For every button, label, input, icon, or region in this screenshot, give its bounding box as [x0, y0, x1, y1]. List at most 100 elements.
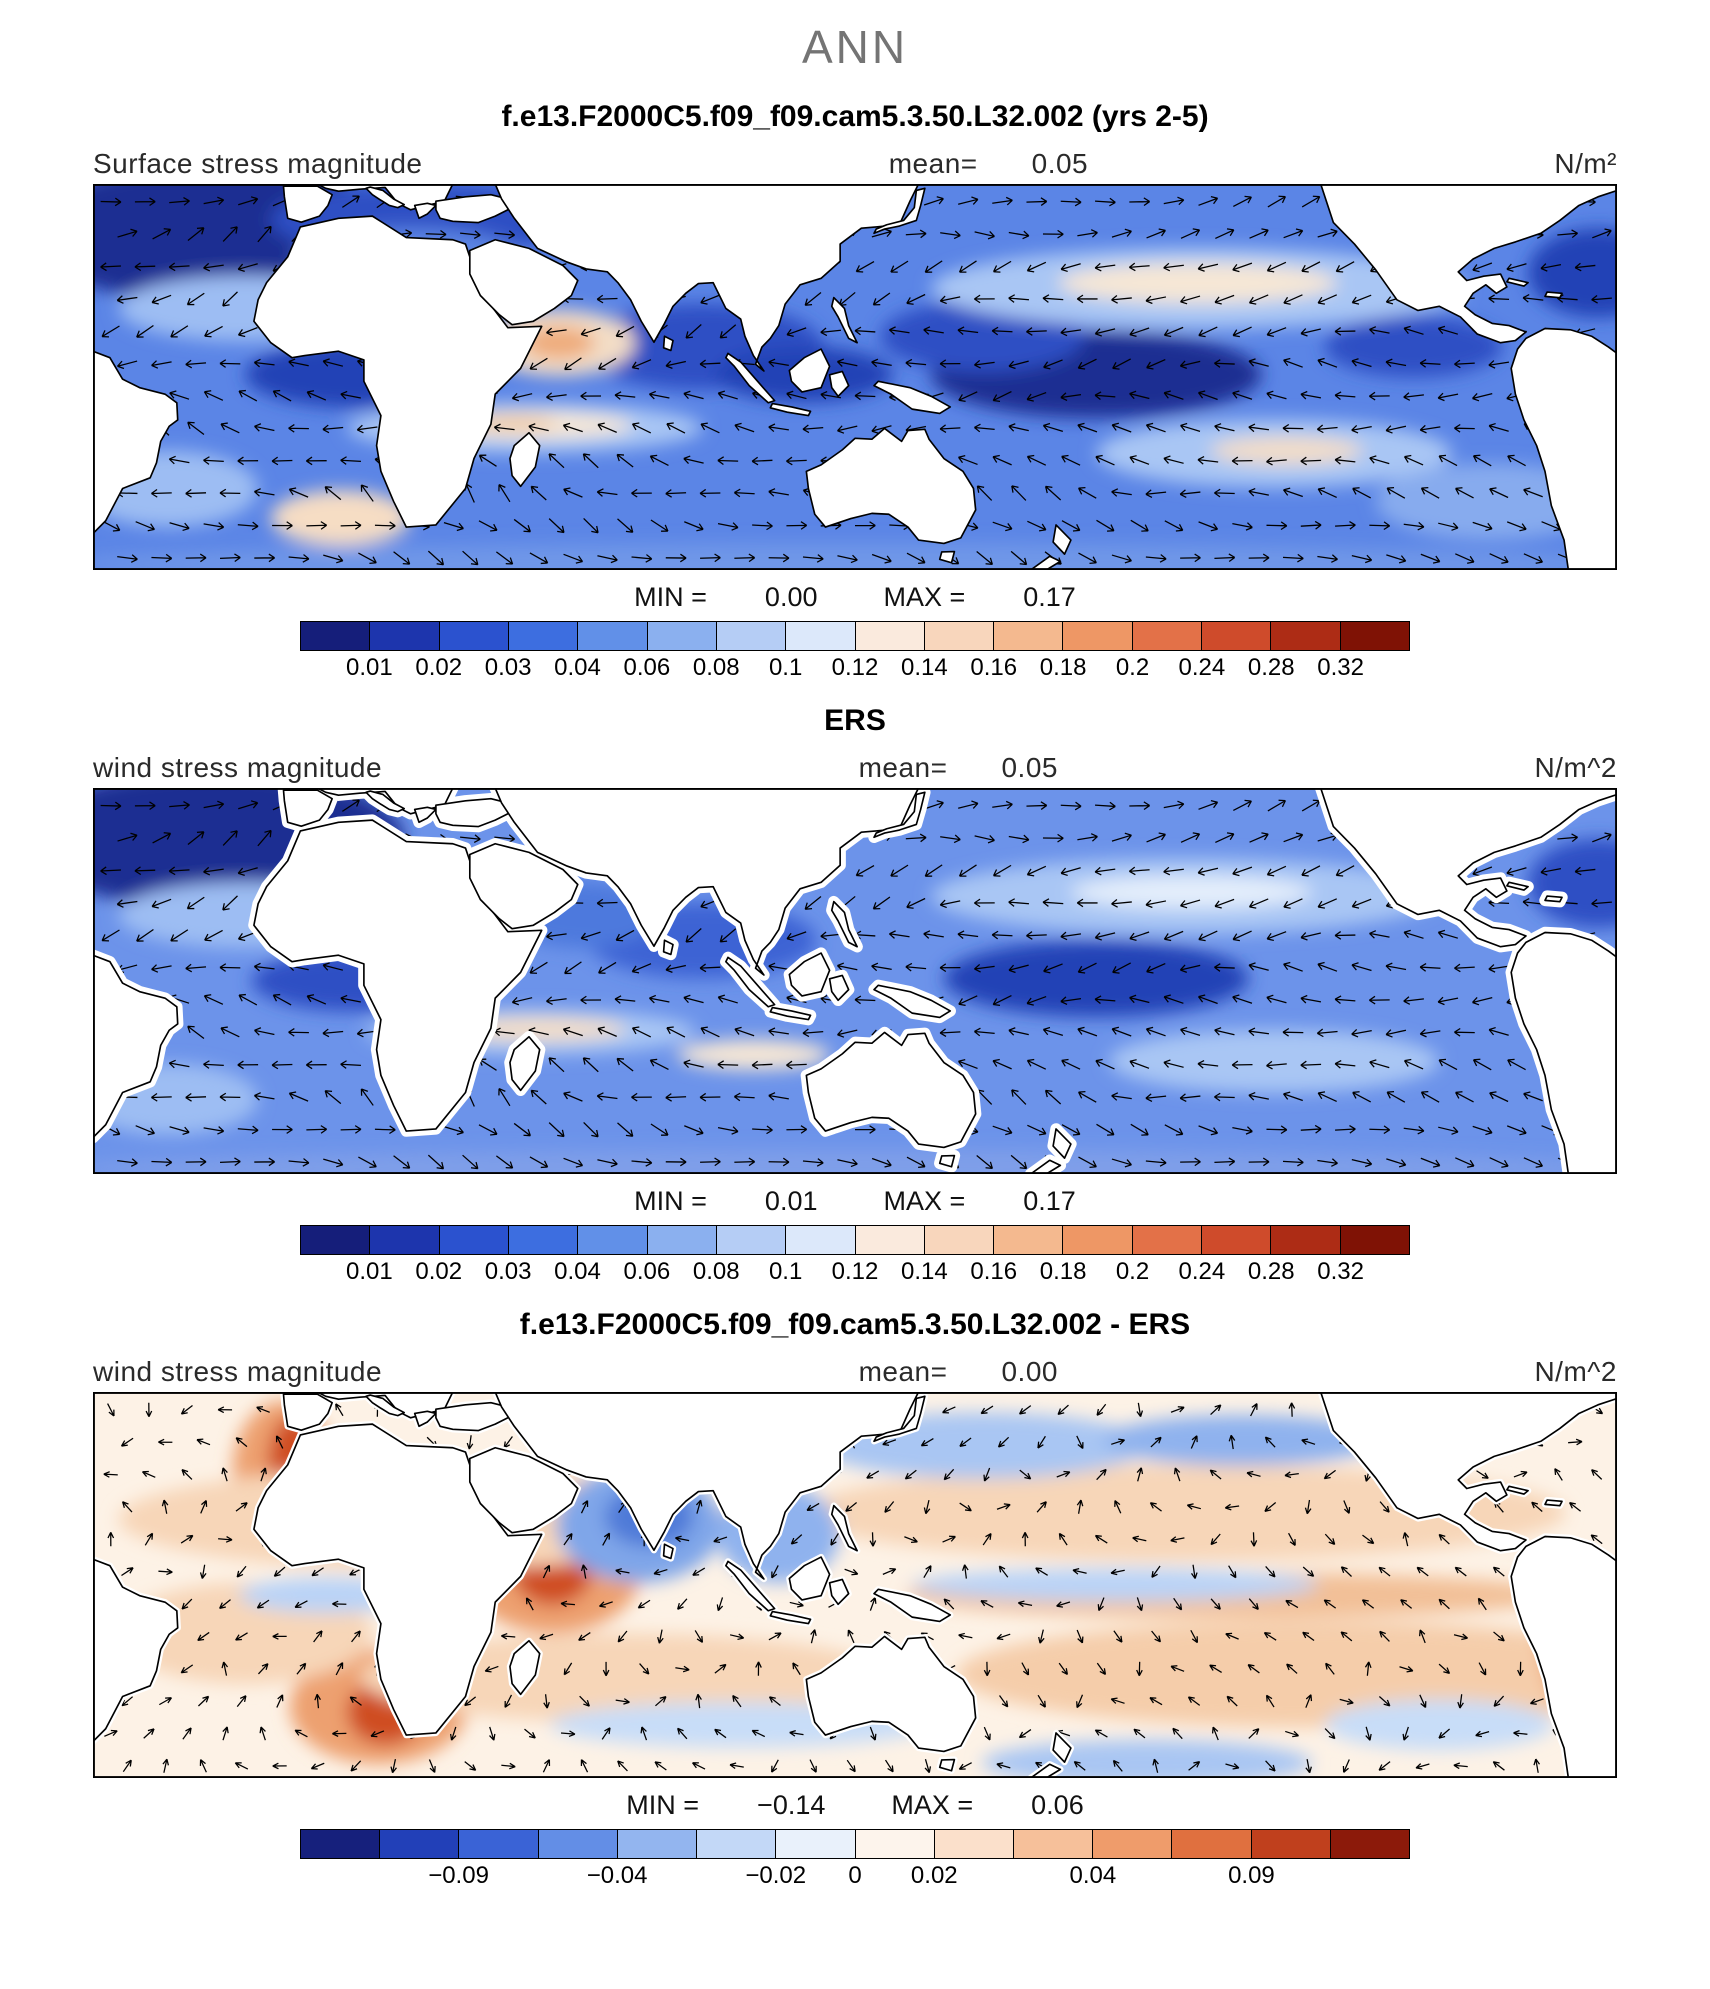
colorbar-tick-label: 0.01 [346, 654, 393, 681]
min-value: 0.01 [764, 1186, 818, 1216]
colorbar-tick-label: 0.12 [831, 654, 879, 681]
colorbar-cell [993, 622, 1063, 650]
colorbar-cell [646, 1226, 716, 1254]
mean-value: 0.05 [1031, 148, 1089, 179]
colorbar-cell [775, 1830, 855, 1858]
max-value: 0.17 [1023, 1186, 1076, 1216]
figure-title: ANN [801, 21, 909, 73]
colorbar-bar [300, 621, 1410, 651]
colorbar-tick-label: 0.04 [554, 654, 601, 681]
max-label: MAX = [891, 1790, 974, 1820]
mean-block: mean= 0.05 [889, 148, 1088, 180]
panel-ers: ERS wind stress magnitude mean= 0.05 N/m… [0, 704, 1710, 1290]
colorbar-cell [301, 622, 370, 650]
colorbar-stress-ers: 0.01 0.02 0.03 0.04 0.06 0.08 0.1 0.12 0.14 0.16 0… [300, 1225, 1410, 1290]
continents [93, 184, 1617, 570]
colorbar-tick-label: 0.16 [970, 654, 1018, 681]
colorbar-tick-label: 0.03 [484, 654, 532, 681]
colorbar-tick-label: 0.02 [415, 1258, 463, 1285]
colorbar-tick-label: −0.02 [745, 1862, 807, 1889]
colorbar-tick-labels: 0.01 0.02 0.03 0.04 0.06 0.08 0.1 0.12 0.14 0.16 0… [300, 654, 1410, 686]
colorbar-cell [577, 1226, 647, 1254]
mean-value: 0.05 [1001, 752, 1058, 783]
colorbar-tick-label: 0 [848, 1862, 862, 1889]
colorbar-tick-label: −0.04 [586, 1862, 648, 1889]
units-label: N/m² [1554, 148, 1617, 179]
ocean-field [93, 184, 1617, 570]
colorbar-tick-labels: −0.09 −0.04 −0.02 0 0.02 0.04 0.09 [300, 1862, 1410, 1894]
colorbar-cell [1131, 622, 1202, 650]
colorbar-tick-label: 0.04 [1069, 1862, 1117, 1889]
colorbar-cell [1012, 1830, 1093, 1858]
colorbar-cell [696, 1830, 776, 1858]
minmax-row: MIN = 0.00 MAX = 0.17 [0, 582, 1710, 613]
colorbar-cell [369, 622, 439, 650]
colorbar-stress-model: 0.01 0.02 0.03 0.04 0.06 0.08 0.1 0.12 0.14 0.16 0… [300, 621, 1410, 686]
colorbar-tick-label: 0.18 [1039, 1258, 1087, 1285]
colorbar-cell [854, 1830, 934, 1858]
colorbar-bar [300, 1225, 1410, 1255]
min-value: −0.14 [757, 1790, 826, 1820]
panel-diff-header-row: wind stress magnitude mean= 0.00 N/m^2 [93, 1356, 1617, 1388]
units-label: N/m^2 [1534, 752, 1617, 783]
colorbar-cell [301, 1830, 380, 1858]
map-frame [93, 1392, 1617, 1778]
colorbar-cell [438, 622, 508, 650]
minmax-row: MIN = 0.01 MAX = 0.17 [0, 1186, 1710, 1217]
min-value: 0.00 [764, 582, 818, 612]
map-model [93, 184, 1617, 570]
colorbar-cell [1270, 1226, 1340, 1254]
colorbar-cell [1171, 1830, 1251, 1858]
colorbar-cell [537, 1830, 617, 1858]
colorbar-tick-label: 0.32 [1317, 1258, 1364, 1285]
colorbar-cell [923, 622, 994, 650]
colorbar-cell [785, 622, 855, 650]
colorbar-cell [616, 1830, 697, 1858]
colorbar-tick-label: 0.01 [346, 1258, 393, 1285]
field-label: wind stress magnitude [93, 1356, 383, 1387]
colorbar-cell [715, 622, 786, 650]
colorbar-cell [1201, 1226, 1271, 1254]
max-label: MAX = [883, 1186, 966, 1216]
colorbar-cell [933, 1830, 1013, 1858]
colorbar-cell [438, 1226, 508, 1254]
map-frame [93, 184, 1617, 570]
colorbar-tick-label: 0.18 [1039, 654, 1087, 681]
panel-diff-heading: f.e13.F2000C5.f09_f09.cam5.3.50.L32.002 … [519, 1308, 1191, 1341]
colorbar-tick-label: 0.16 [970, 1258, 1018, 1285]
map-diff [93, 1392, 1617, 1778]
continents [93, 1392, 1617, 1778]
minmax-row: MIN = −0.14 MAX = 0.06 [0, 1790, 1710, 1821]
colorbar-cell [1092, 1830, 1172, 1858]
colorbar-cell [379, 1830, 459, 1858]
colorbar-cell [1131, 1226, 1202, 1254]
colorbar-cell [785, 1226, 855, 1254]
mean-label: mean= [858, 752, 948, 783]
colorbar-tick-label: 0.24 [1178, 1258, 1226, 1285]
colorbar-cell [301, 1226, 370, 1254]
colorbar-tick-label: 0.14 [901, 654, 948, 681]
panel-model-header-row: Surface stress magnitude mean= 0.05 N/m² [93, 148, 1617, 180]
map-ers [93, 788, 1617, 1174]
colorbar-tick-labels: 0.01 0.02 0.03 0.04 0.06 0.08 0.1 0.12 0.14 0.16 0… [300, 1258, 1410, 1290]
field-label: Surface stress magnitude [93, 148, 423, 179]
colorbar-cell [646, 622, 716, 650]
colorbar-cell [458, 1830, 538, 1858]
colorbar-cell [1329, 1830, 1410, 1858]
min-label: MIN = [634, 582, 707, 612]
continents [93, 788, 1617, 1174]
map-frame [93, 788, 1617, 1174]
colorbar-tick-label: 0.2 [1115, 654, 1150, 681]
colorbar-cell [854, 1226, 924, 1254]
colorbar-cell [923, 1226, 994, 1254]
mean-label: mean= [858, 1356, 948, 1387]
colorbar-cell [1201, 622, 1271, 650]
colorbar-cell [854, 622, 924, 650]
colorbar-tick-label: 0.04 [554, 1258, 601, 1285]
colorbar-tick-label: −0.09 [428, 1862, 489, 1889]
colorbar-tick-label: 0.06 [623, 654, 671, 681]
colorbar-cell [507, 1226, 578, 1254]
colorbar-cell [1062, 622, 1132, 650]
mean-block: mean= 0.00 [859, 1356, 1058, 1388]
colorbar-bar [300, 1829, 1410, 1859]
